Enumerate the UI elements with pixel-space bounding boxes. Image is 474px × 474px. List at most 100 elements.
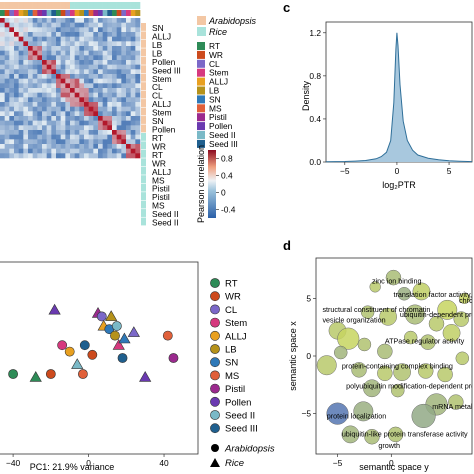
heatmap-cell: [42, 148, 47, 154]
heatmap-cell: [18, 69, 24, 75]
heatmap-cell: [112, 139, 117, 145]
heatmap-cell: [126, 78, 131, 84]
heatmap-cell: [37, 50, 43, 56]
heatmap-cell: [98, 134, 103, 140]
heatmap-cell: [102, 92, 108, 98]
heatmap-cell: [46, 125, 52, 131]
semantic-bubble: [391, 383, 405, 398]
group-bar-cell: [98, 2, 103, 9]
heatmap-cell: [51, 106, 57, 112]
heatmap-cell: [32, 69, 38, 75]
panel-label-c: c: [283, 0, 290, 15]
heatmap-row-label: LB: [152, 40, 163, 50]
heatmap-cell: [23, 41, 29, 47]
heatmap-cell: [4, 125, 10, 131]
heatmap-cell: [102, 69, 108, 75]
row-group-chip: [141, 209, 146, 217]
heatmap-cell: [121, 139, 127, 145]
heatmap-cell: [112, 32, 117, 37]
heatmap-cell: [88, 130, 94, 135]
heatmap-cell: [56, 144, 61, 149]
heatmap-cell: [79, 153, 85, 159]
heatmap-cell: [56, 102, 61, 107]
heatmap-cell: [107, 69, 113, 75]
heatmap-cell: [79, 97, 85, 103]
tissue-legend-label: ALLJ: [209, 77, 228, 87]
heatmap-cell: [46, 46, 52, 51]
heatmap-cell: [18, 92, 24, 98]
heatmap-cell: [112, 153, 117, 159]
heatmap-cell: [135, 83, 141, 89]
heatmap-cell: [88, 50, 94, 56]
heatmap-cell: [56, 27, 61, 33]
heatmap-cell: [65, 50, 71, 56]
heatmap-cell: [28, 139, 33, 145]
heatmap-cell: [9, 120, 15, 126]
heatmap-cell: [79, 139, 85, 145]
heatmap-cell: [130, 106, 136, 112]
heatmap-cell: [74, 64, 80, 70]
heatmap-cell: [79, 18, 85, 23]
heatmap-cell: [107, 130, 113, 135]
heatmap-cell: [60, 41, 66, 47]
heatmap-cell: [88, 64, 94, 70]
heatmap-cell: [23, 46, 29, 51]
heatmap-cell: [116, 50, 122, 56]
heatmap-cell: [84, 78, 89, 84]
heatmap-cell: [0, 32, 5, 37]
heatmap-row-label: SN: [152, 116, 164, 126]
heatmap-cell: [23, 92, 29, 98]
heatmap-cell: [126, 60, 131, 65]
semantic-term-label: translation factor activity, R: [393, 290, 474, 299]
heatmap-cell: [65, 78, 71, 84]
heatmap-cell: [0, 18, 5, 23]
heatmap-cell: [84, 46, 89, 51]
row-group-chip: [141, 23, 146, 31]
heatmap-cell: [88, 153, 94, 159]
heatmap-row-label: CL: [152, 82, 163, 92]
heatmap-cell: [84, 102, 89, 107]
heatmap-cell: [93, 22, 99, 28]
heatmap-cell: [74, 130, 80, 135]
heatmap-cell: [98, 148, 103, 154]
heatmap-cell: [130, 55, 136, 61]
heatmap-cell: [28, 148, 33, 154]
heatmap-cell: [4, 27, 10, 33]
heatmap-cell: [9, 50, 15, 56]
heatmap-cell: [0, 106, 5, 112]
heatmap-cell: [93, 74, 99, 79]
heatmap-cell: [84, 106, 89, 112]
heatmap-cell: [102, 134, 108, 140]
heatmap-cell: [9, 111, 15, 117]
heatmap-cell: [135, 50, 141, 56]
heatmap-cell: [79, 88, 85, 93]
heatmap-cell: [14, 116, 19, 121]
heatmap-cell: [130, 32, 136, 37]
heatmap-cell: [102, 22, 108, 28]
heatmap-cell: [32, 130, 38, 135]
heatmap-cell: [107, 36, 113, 42]
heatmap-cell: [32, 139, 38, 145]
heatmap-cell: [28, 97, 33, 103]
heatmap-cell: [121, 130, 127, 135]
semantic-bubble: [337, 327, 360, 350]
tissue-legend-label: RT: [209, 41, 220, 51]
semantic-x-tick-label: 0: [389, 458, 394, 468]
heatmap-cell: [93, 41, 99, 47]
heatmap-cell: [88, 97, 94, 103]
row-group-chip: [141, 65, 146, 74]
heatmap-cell: [9, 139, 15, 145]
semantic-bubbles: [316, 269, 471, 445]
heatmap-cell: [79, 134, 85, 140]
heatmap-cell: [70, 102, 75, 107]
heatmap-cell: [130, 27, 136, 33]
pca-point-arabidopsis: [96, 311, 107, 322]
tissue-bar-cell: [102, 10, 108, 16]
heatmap-cell: [88, 78, 94, 84]
row-group-chip: [141, 158, 146, 167]
semantic-y-tick-label: 0: [306, 351, 311, 361]
heatmap-cell: [0, 97, 5, 103]
heatmap-cell: [79, 41, 85, 47]
colorbar-tick-label: 0: [221, 188, 226, 198]
heatmap-cell: [112, 50, 117, 56]
